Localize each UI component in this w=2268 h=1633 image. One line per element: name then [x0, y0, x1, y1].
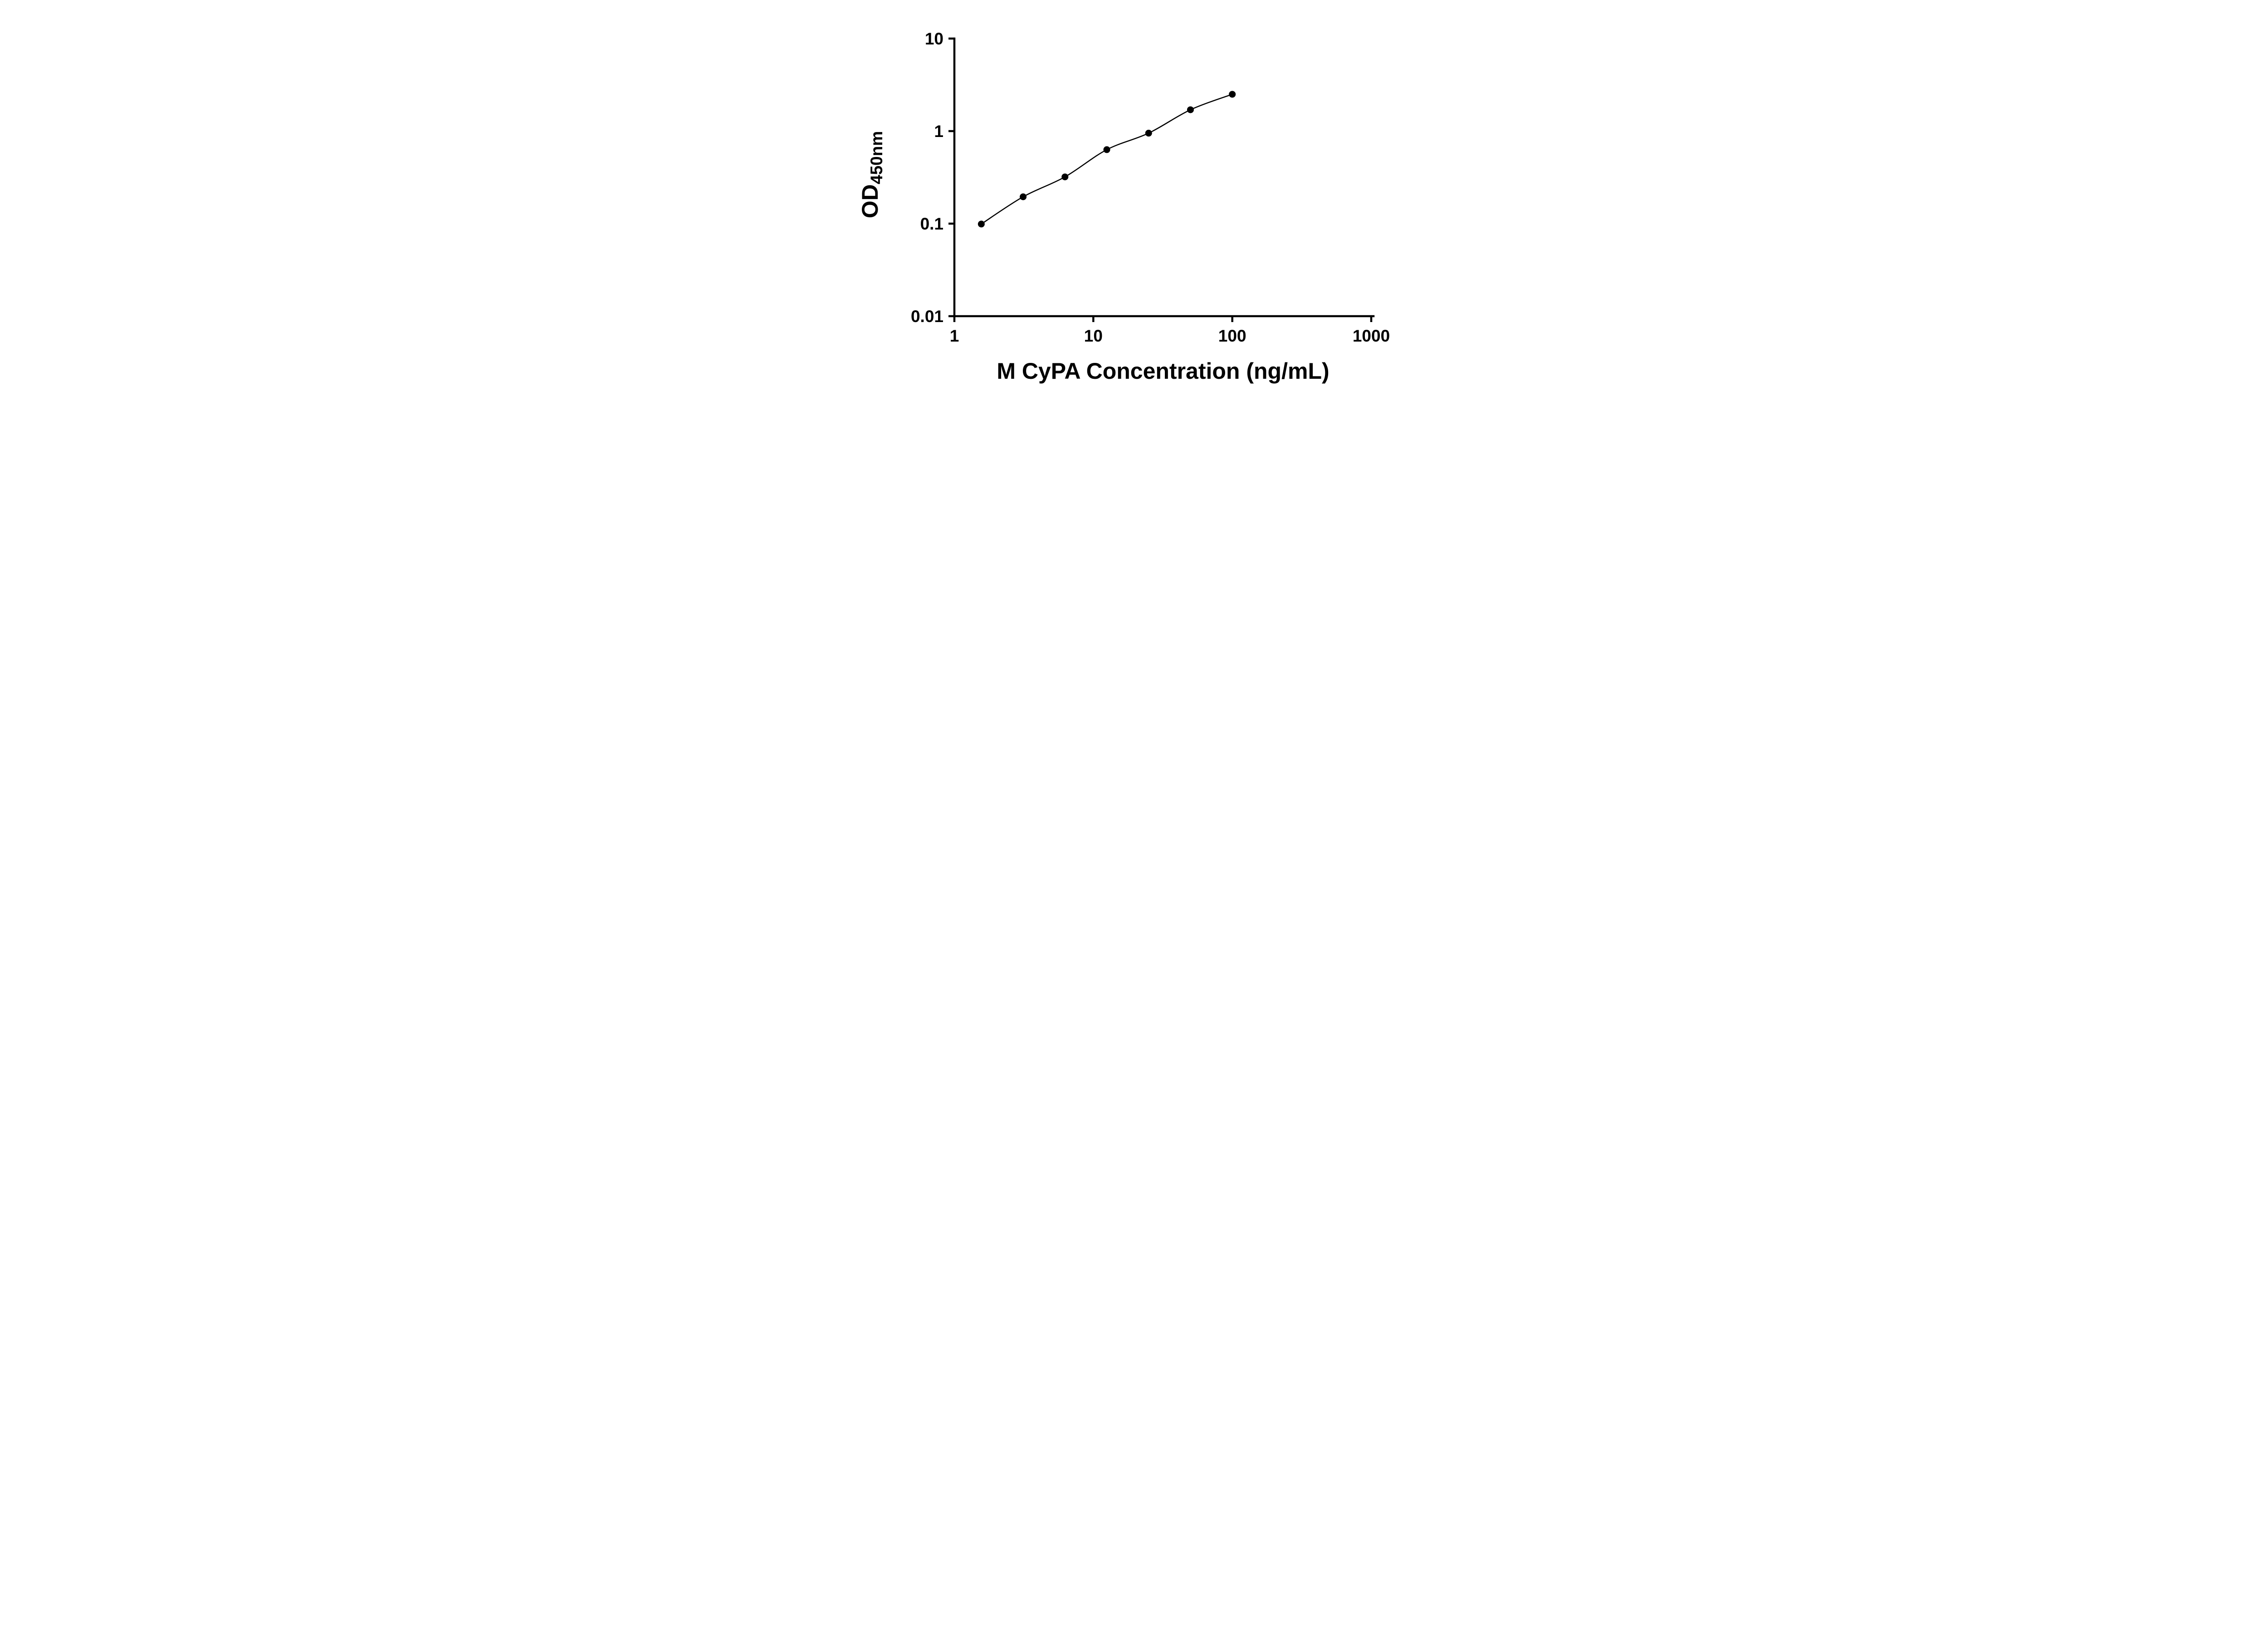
- data-point-marker: [1103, 146, 1110, 153]
- x-axis-tick-label: 1000: [1353, 327, 1390, 345]
- y-axis-label-subscript: 450nm: [867, 131, 886, 184]
- data-point-marker: [1187, 106, 1194, 113]
- y-axis-tick-label: 0.01: [911, 307, 943, 326]
- axes-layer: 1 10 100 1000 0.01 0.1 1 10: [911, 29, 1390, 345]
- axis-lines: [953, 37, 1375, 318]
- data-point-marker: [978, 220, 985, 228]
- x-axis-label: M CyPA Concentration (ng/mL): [997, 358, 1329, 384]
- y-axis-tick-label: 0.1: [920, 215, 943, 233]
- x-axis-tick-label: 100: [1218, 327, 1246, 345]
- data-point-marker: [1229, 91, 1236, 98]
- chart-canvas: 1 10 100 1000 0.01 0.1 1 10 M CyPA Concentratio…: [857, 29, 1390, 384]
- series-layer: [978, 91, 1236, 228]
- x-axis-tick-label: 1: [950, 327, 959, 345]
- y-axis-label-main: OD: [857, 184, 883, 218]
- elisa-standard-curve-figure: 1 10 100 1000 0.01 0.1 1 10 M CyPA Concentratio…: [842, 0, 1426, 408]
- y-axis-tick-label: 10: [925, 29, 943, 48]
- y-axis-label: OD450nm: [857, 131, 886, 218]
- standard-curve-line: [981, 93, 1233, 225]
- x-axis-tick-label: 10: [1084, 327, 1103, 345]
- data-point-marker: [1145, 130, 1152, 137]
- data-point-marker: [1061, 173, 1069, 181]
- y-axis-tick-label: 1: [934, 122, 943, 141]
- data-point-marker: [1020, 193, 1027, 200]
